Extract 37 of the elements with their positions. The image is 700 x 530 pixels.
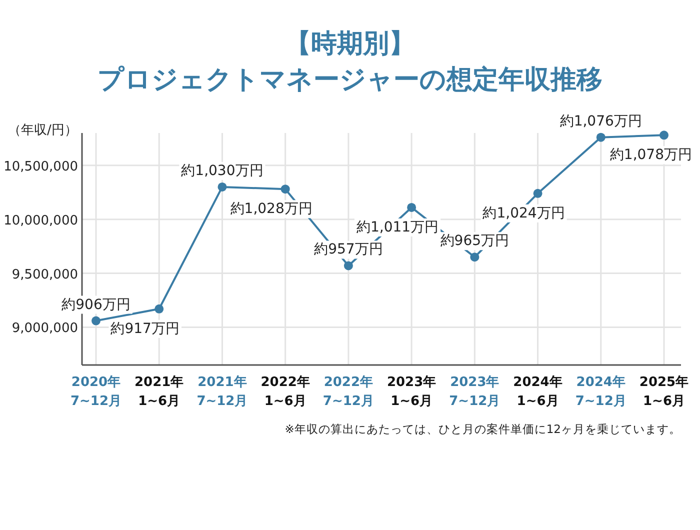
point <box>92 316 100 326</box>
text: ※年収の算出にあたっては、ひと月の案件単価に12ヶ月を乗じています。 <box>284 422 681 436</box>
data-label: 約1,030万円 <box>181 162 264 179</box>
x-tick-label: 2022年 1~6月 <box>260 375 310 409</box>
data-label: 約1,024万円 <box>482 205 565 222</box>
chart-title: 【時期別】プロジェクトマネージャーの想定年収推移 <box>98 29 602 95</box>
point <box>660 130 668 140</box>
point <box>596 132 606 142</box>
y-axis-title: （年収/円） <box>8 123 78 138</box>
x-tick-label: 2021年 7~12月 <box>196 375 248 409</box>
x-tick-label: 2022年 7~12月 <box>322 375 374 409</box>
y-tick-label: 10,500,000 <box>4 159 78 174</box>
point <box>218 182 227 192</box>
point <box>280 184 290 194</box>
y-tick-label: 10,000,000 <box>4 213 78 228</box>
data-label: 約965万円 <box>440 233 510 250</box>
point <box>154 304 164 314</box>
data-label: 約917万円 <box>110 320 180 337</box>
x-tick-label: 2025年 1~6月 <box>639 375 689 409</box>
x-tick-label: 2024年 1~6月 <box>513 375 562 409</box>
x-tick-label: 2023年 1~6月 <box>386 375 436 409</box>
data-label: 約957万円 <box>314 242 383 258</box>
data-label: 約1,076万円 <box>560 113 642 130</box>
data-label: 約1,028万円 <box>230 201 312 218</box>
data-label: 約1,011万円 <box>356 219 439 236</box>
x-tick-label: 2024年 7~12月 <box>575 375 626 409</box>
y-tick-label: 9,500,000 <box>12 267 78 282</box>
y-tick-label: 9,000,000 <box>12 321 78 336</box>
point <box>344 261 353 270</box>
x-tick-label: 2021年 1~6月 <box>134 375 184 409</box>
point <box>407 202 416 212</box>
x-tick-label: 2023年 7~12月 <box>449 375 500 409</box>
data-label: 約1,078万円 <box>610 147 692 164</box>
point <box>533 188 542 198</box>
point <box>470 252 480 262</box>
data-label: 約906万円 <box>62 296 130 313</box>
x-tick-label: 2020年 7~12月 <box>70 375 122 409</box>
